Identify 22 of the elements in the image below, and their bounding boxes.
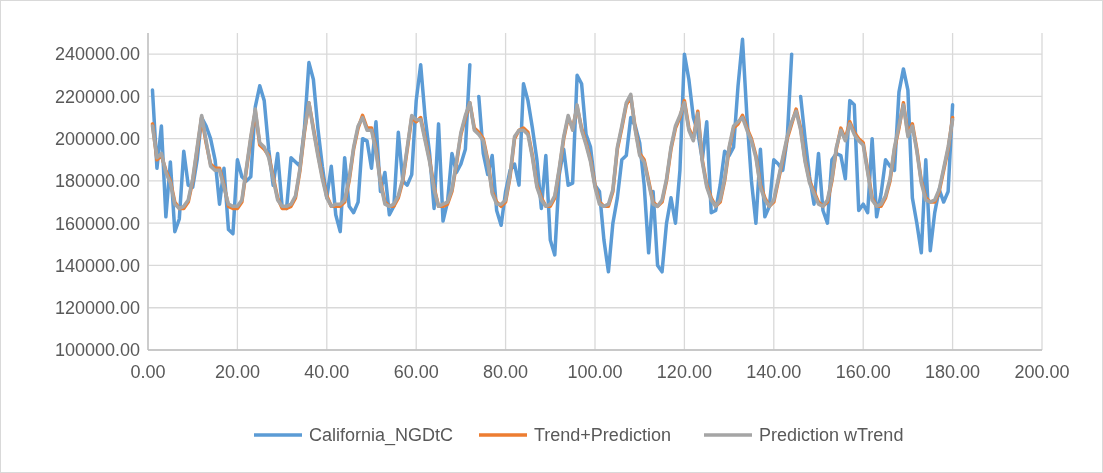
- x-tick-label: 20.00: [214, 362, 260, 382]
- x-tick-label: 160.00: [835, 362, 891, 382]
- y-tick-label: 180000.00: [54, 171, 140, 192]
- y-tick-label: 100000.00: [54, 340, 140, 361]
- legend-label: Trend+Prediction: [534, 425, 671, 446]
- y-tick-label: 120000.00: [54, 298, 140, 319]
- x-tick-label: 200.00: [1014, 362, 1070, 382]
- x-tick-label: 60.00: [393, 362, 439, 382]
- x-tick-label: 140.00: [746, 362, 802, 382]
- x-tick-label: 80.00: [483, 362, 529, 382]
- x-tick-label: 120.00: [656, 362, 712, 382]
- x-tick-label: 40.00: [304, 362, 350, 382]
- legend-label: Prediction wTrend: [759, 425, 904, 446]
- legend-label: California_NGDtC: [309, 425, 454, 447]
- y-tick-label: 200000.00: [54, 128, 140, 149]
- y-tick-label: 220000.00: [54, 86, 140, 107]
- x-tick-label: 180.00: [925, 362, 981, 382]
- x-tick-label: 0.00: [130, 362, 166, 382]
- x-tick-label: 100.00: [567, 362, 623, 382]
- y-tick-label: 240000.00: [54, 44, 140, 65]
- y-tick-label: 160000.00: [54, 213, 140, 234]
- y-tick-label: 140000.00: [54, 255, 140, 276]
